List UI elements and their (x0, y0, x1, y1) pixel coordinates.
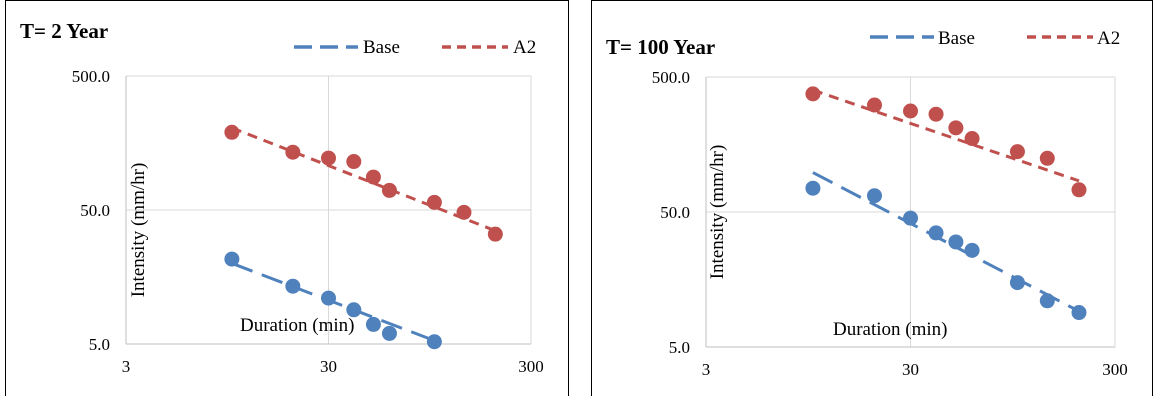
data-point-a2 (948, 120, 964, 136)
data-point-base (365, 316, 381, 332)
data-point-a2 (928, 106, 944, 122)
x-tick-label: 30 (902, 360, 919, 379)
y-tick-label: 5.0 (89, 335, 110, 354)
data-point-a2 (487, 226, 503, 242)
data-point-a2 (1071, 182, 1087, 198)
chart-t2-svg: T= 2 Year Base A2 Intensity (mm/hr) Dura… (20, 19, 544, 376)
chart-panel-t100: T= 100 Year Base A2 Intensity (mm/hr) Du… (591, 0, 1153, 396)
data-point-a2 (285, 144, 301, 160)
y-tick-label: 50.0 (660, 203, 690, 222)
x-tick-label: 30 (320, 357, 337, 376)
data-point-a2 (321, 150, 336, 166)
data-point-base (903, 210, 918, 226)
data-point-base (224, 251, 240, 267)
x-tick-label: 300 (518, 357, 544, 376)
data-point-a2 (456, 204, 472, 220)
data-point-a2 (903, 103, 918, 119)
data-point-base (321, 290, 336, 306)
data-point-a2 (381, 182, 397, 198)
x-tick-label: 3 (122, 357, 131, 376)
data-point-a2 (964, 131, 980, 147)
data-point-a2 (365, 169, 381, 185)
x-axis-label: Duration (min) (833, 319, 948, 340)
data-point-a2 (1039, 150, 1055, 166)
x-tick-label: 300 (1102, 360, 1128, 379)
data-point-a2 (346, 154, 362, 170)
data-point-base (866, 188, 882, 204)
data-point-base (381, 325, 397, 341)
data-point-base (1009, 275, 1025, 291)
legend-base-label: Base (938, 28, 975, 49)
legend-a2-label: A2 (513, 37, 536, 58)
data-point-base (1039, 293, 1055, 309)
chart-title: T= 100 Year (606, 35, 715, 59)
trendline-base (812, 171, 1080, 313)
y-tick-label: 5.0 (669, 338, 690, 357)
data-point-a2 (866, 97, 882, 113)
data-point-a2 (1009, 144, 1025, 160)
data-point-a2 (426, 194, 442, 210)
data-point-base (346, 302, 362, 318)
chart-title: T= 2 Year (20, 19, 108, 43)
legend: Base A2 (294, 37, 536, 58)
legend-base-label: Base (363, 37, 400, 58)
y-axis-label: Intensity (mm/hr) (128, 163, 149, 298)
trendline-a2 (231, 126, 496, 233)
y-tick-label: 500.0 (72, 67, 110, 86)
x-tick-label: 3 (702, 360, 711, 379)
x-axis-label: Duration (min) (240, 315, 355, 336)
data-point-base (1071, 305, 1087, 321)
y-tick-label: 50.0 (80, 201, 110, 220)
data-point-base (964, 242, 980, 258)
data-point-a2 (224, 124, 240, 140)
data-point-base (285, 278, 301, 294)
plot-area (705, 76, 1116, 348)
legend-a2-label: A2 (1097, 28, 1120, 49)
data-point-a2 (805, 86, 821, 102)
legend: Base A2 (870, 28, 1120, 49)
plot-area (125, 75, 532, 350)
trendline-a2 (812, 88, 1080, 183)
data-point-base (948, 234, 964, 250)
chart-panel-t2: T= 2 Year Base A2 Intensity (mm/hr) Dura… (5, 0, 569, 396)
data-point-base (426, 334, 442, 350)
data-point-base (805, 180, 821, 196)
y-tick-label: 500.0 (652, 68, 690, 87)
data-point-base (928, 225, 944, 241)
chart-t100-svg: T= 100 Year Base A2 Intensity (mm/hr) Du… (606, 28, 1128, 379)
